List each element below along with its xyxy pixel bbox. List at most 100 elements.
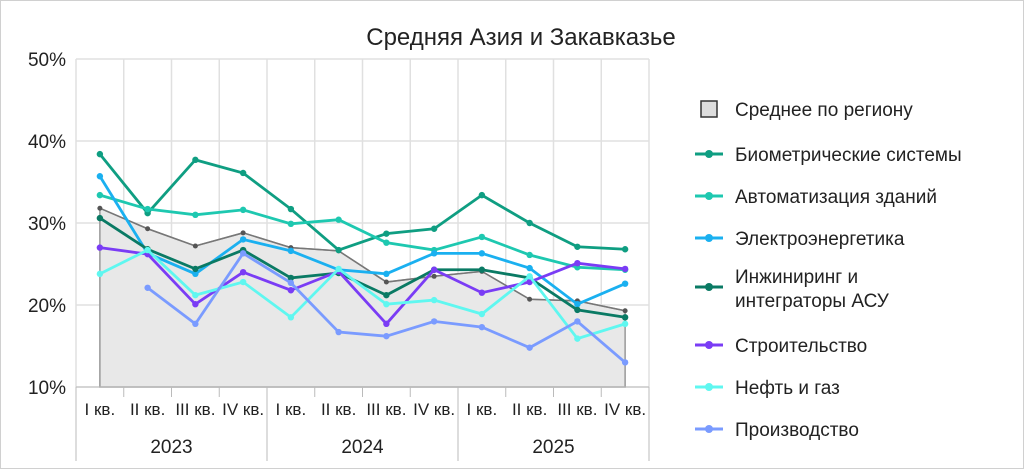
data-point [239,269,247,276]
x-tick-label: IV кв. [413,400,455,419]
data-point [621,280,629,287]
data-point [383,332,390,340]
data-point [621,314,629,321]
y-tick-label: 20% [28,296,66,317]
x-tick-label: III кв. [175,400,215,419]
x-tick-label: II кв. [512,400,547,419]
data-point [192,270,199,278]
data-point [574,243,581,250]
data-point [192,243,198,249]
y-tick-label: 30% [28,214,66,235]
data-point [478,250,486,257]
series-line [98,153,626,252]
year-label: 2023 [150,437,192,458]
legend-label: Инжиниринг и интеграторы АСУ [735,267,890,312]
data-point [430,318,438,325]
data-point [144,205,151,213]
data-point [96,150,104,158]
data-point [96,191,104,199]
data-point [430,296,438,304]
data-point [287,205,295,213]
x-tick-label: I кв. [467,400,498,419]
data-point [526,264,533,272]
year-label: 2025 [532,437,574,458]
data-point [478,233,486,241]
series-line [99,207,626,312]
data-point [574,259,581,267]
data-point [239,169,247,177]
legend-swatch [700,100,718,118]
legend-label: Электроэнергетика [735,229,905,250]
data-point [526,219,533,227]
legend-label: Нефть и газ [735,378,840,399]
legend-marker [705,341,713,349]
data-point [144,246,151,254]
data-point [383,320,390,328]
legend-label: Строительство [735,336,867,357]
data-point [239,250,247,257]
series-line [98,175,626,306]
x-tick-label: IV кв. [222,400,264,419]
data-point [478,310,486,318]
data-point [526,273,533,280]
x-tick-label: II кв. [130,400,165,419]
data-point [239,206,247,214]
legend-marker [705,425,713,433]
y-tick-label: 40% [28,132,66,153]
data-point [96,173,104,180]
data-point [383,270,390,278]
data-point [478,289,486,296]
data-point [335,246,342,254]
data-point [478,191,486,199]
data-point [335,216,342,223]
data-point [192,265,199,273]
data-point [192,320,199,328]
data-point [287,220,295,228]
legend-label: Среднее по региону [735,100,913,121]
series-line [99,248,626,341]
data-point [622,308,628,314]
data-point [621,246,629,253]
legend-marker [705,234,713,242]
legend-marker [705,192,713,200]
data-point [430,250,438,257]
data-point [430,225,438,232]
data-point [335,265,342,273]
data-point [478,323,486,331]
data-point [383,239,390,246]
data-point [621,320,629,328]
x-tick-label: II кв. [321,400,356,419]
data-point [145,226,151,232]
legend-label: Производство [735,420,859,441]
series-line [99,216,626,319]
data-point [192,300,199,308]
series-line [99,246,626,326]
legend-marker [705,150,713,158]
data-point [240,230,246,236]
data-point [192,211,199,218]
x-tick-label: IV кв. [604,400,646,419]
x-tick-label: III кв. [366,400,406,419]
data-point [574,300,581,308]
data-point [287,247,295,255]
data-point [621,265,629,273]
legend-label: Биометрические системы [735,145,962,166]
data-point [383,230,390,237]
data-point [96,214,104,222]
data-point [526,251,533,259]
data-point [574,306,581,314]
data-point [383,279,389,285]
x-tick-label: I кв. [85,400,116,419]
chart-title: Средняя Азия и Закавказье [366,24,676,51]
data-point [144,284,151,291]
data-point [574,318,581,325]
data-point [383,300,390,308]
data-point [383,291,390,299]
data-point [239,236,247,243]
series-line [99,193,626,272]
data-point [287,279,295,287]
data-point [97,205,103,211]
data-point [96,244,104,251]
data-point [335,328,342,336]
